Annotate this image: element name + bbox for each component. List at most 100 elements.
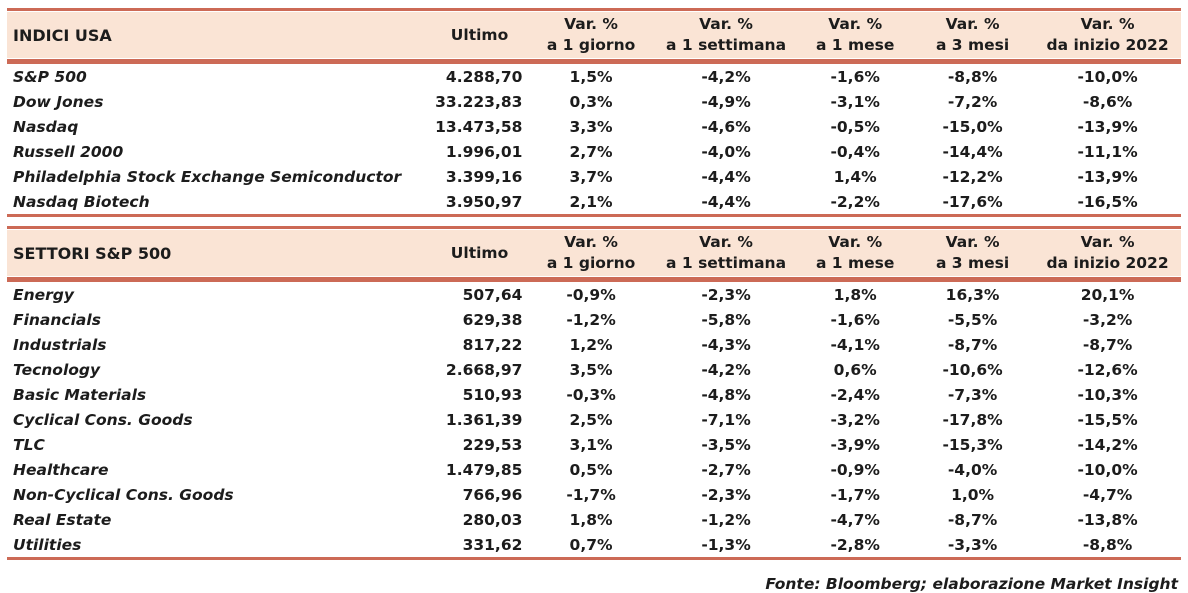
table-top-rule xyxy=(7,8,1181,11)
cell-var-3-mesi: -8,7% xyxy=(947,335,998,354)
row-label: Non-Cyclical Cons. Goods xyxy=(13,485,234,504)
cell-var-da-inizio-2022: 20,1% xyxy=(1080,285,1135,304)
cell-var-1-settimana: -4,6% xyxy=(701,117,751,136)
col-header-var-1-mese: Var. % a 1 mese xyxy=(799,14,911,56)
col-header-var-3-mesi: Var. % a 3 mesi xyxy=(911,232,1034,274)
cell-var-1-settimana: -2,7% xyxy=(701,460,751,479)
cell-var-da-inizio-2022: -12,6% xyxy=(1077,360,1138,379)
cell-var-1-mese: -1,6% xyxy=(830,310,880,329)
col-header-line2: a 1 settimana xyxy=(666,36,787,54)
col-header-line1: Var. % xyxy=(945,15,1000,33)
col-header-line2: a 1 giorno xyxy=(546,36,636,54)
cell-var-da-inizio-2022: -13,8% xyxy=(1077,510,1138,529)
cell-var-1-mese: 0,6% xyxy=(833,360,877,379)
cell-var-3-mesi: -5,5% xyxy=(947,310,998,329)
table-header-row: SETTORI S&P 500 Ultimo Var. % a 1 giorno… xyxy=(7,230,1181,276)
cell-var-3-mesi: -12,2% xyxy=(942,167,1003,186)
table-row: Russell 2000 1.996,01 2,7% -4,0% -0,4% -… xyxy=(7,139,1181,164)
cell-var-3-mesi: 16,3% xyxy=(945,285,1000,304)
cell-var-1-mese: 1,8% xyxy=(833,285,877,304)
table-row: Utilities 331,62 0,7% -1,3% -2,8% -3,3% … xyxy=(7,532,1181,557)
cell-var-1-settimana: -7,1% xyxy=(701,410,751,429)
table-row: Industrials 817,22 1,2% -4,3% -4,1% -8,7… xyxy=(7,332,1181,357)
table-top-rule xyxy=(7,226,1181,229)
cell-ultimo: 2.668,97 xyxy=(445,360,523,379)
col-header-line1: Var. % xyxy=(945,233,1000,251)
cell-var-da-inizio-2022: -13,9% xyxy=(1077,117,1138,136)
row-label: Tecnology xyxy=(13,360,101,379)
cell-var-da-inizio-2022: -13,9% xyxy=(1077,167,1138,186)
cell-ultimo: 629,38 xyxy=(462,310,523,329)
cell-var-3-mesi: -4,0% xyxy=(947,460,998,479)
cell-var-1-mese: 1,4% xyxy=(833,167,877,186)
cell-var-da-inizio-2022: -8,6% xyxy=(1082,92,1133,111)
cell-var-1-settimana: -4,3% xyxy=(701,335,751,354)
row-label: Utilities xyxy=(13,535,82,554)
col-header-var-1-settimana: Var. % a 1 settimana xyxy=(653,14,800,56)
row-label: Cyclical Cons. Goods xyxy=(13,410,193,429)
cell-var-1-settimana: -3,5% xyxy=(701,435,751,454)
cell-ultimo: 817,22 xyxy=(462,335,523,354)
cell-var-1-mese: -3,2% xyxy=(830,410,880,429)
col-header-line2: a 1 giorno xyxy=(546,254,636,272)
cell-var-3-mesi: -8,7% xyxy=(947,510,998,529)
col-header-line2: a 1 mese xyxy=(815,36,895,54)
cell-var-1-giorno: -0,9% xyxy=(566,285,616,304)
cell-var-da-inizio-2022: -10,0% xyxy=(1077,67,1138,86)
cell-var-3-mesi: -14,4% xyxy=(942,142,1003,161)
cell-var-3-mesi: 1,0% xyxy=(951,485,995,504)
table-title: INDICI USA xyxy=(13,25,112,45)
cell-var-1-giorno: 1,8% xyxy=(569,510,613,529)
row-label: Real Estate xyxy=(13,510,112,529)
cell-var-3-mesi: -7,3% xyxy=(947,385,998,404)
cell-var-1-settimana: -4,0% xyxy=(701,142,751,161)
cell-var-3-mesi: -7,2% xyxy=(947,92,998,111)
table-row: TLC 229,53 3,1% -3,5% -3,9% -15,3% -14,2… xyxy=(7,432,1181,457)
col-header-var-3-mesi: Var. % a 3 mesi xyxy=(911,14,1034,56)
row-label: Nasdaq Biotech xyxy=(13,192,150,211)
cell-var-1-mese: -3,9% xyxy=(830,435,880,454)
cell-var-3-mesi: -3,3% xyxy=(947,535,998,554)
cell-var-1-settimana: -4,2% xyxy=(701,67,751,86)
cell-var-3-mesi: -8,8% xyxy=(947,67,998,86)
cell-ultimo: 33.223,83 xyxy=(435,92,523,111)
cell-var-1-settimana: -4,8% xyxy=(701,385,751,404)
cell-var-1-mese: -0,5% xyxy=(830,117,880,136)
cell-ultimo: 331,62 xyxy=(462,535,523,554)
row-label: Financials xyxy=(13,310,101,329)
cell-var-da-inizio-2022: -8,8% xyxy=(1082,535,1133,554)
cell-ultimo: 3.950,97 xyxy=(445,192,523,211)
cell-var-da-inizio-2022: -10,0% xyxy=(1077,460,1138,479)
cell-var-1-mese: -4,7% xyxy=(830,510,880,529)
row-label: Philadelphia Stock Exchange Semiconducto… xyxy=(13,167,402,186)
table-row: Tecnology 2.668,97 3,5% -4,2% 0,6% -10,6… xyxy=(7,357,1181,382)
cell-var-1-giorno: 1,5% xyxy=(569,67,613,86)
col-header-line1: Var. % xyxy=(828,15,883,33)
col-header-line1: Var. % xyxy=(828,233,883,251)
cell-var-da-inizio-2022: -15,5% xyxy=(1077,410,1138,429)
cell-var-da-inizio-2022: -3,2% xyxy=(1082,310,1133,329)
cell-var-1-mese: -2,2% xyxy=(830,192,880,211)
cell-ultimo: 1.361,39 xyxy=(445,410,523,429)
table-row: Cyclical Cons. Goods 1.361,39 2,5% -7,1%… xyxy=(7,407,1181,432)
cell-ultimo: 1.479,85 xyxy=(445,460,523,479)
cell-var-1-settimana: -4,4% xyxy=(701,167,751,186)
cell-var-1-mese: -0,4% xyxy=(830,142,880,161)
row-label: Energy xyxy=(13,285,74,304)
row-label: Nasdaq xyxy=(13,117,79,136)
col-header-line2: a 1 settimana xyxy=(666,254,787,272)
cell-var-1-giorno: 3,3% xyxy=(569,117,613,136)
cell-var-1-mese: -1,6% xyxy=(830,67,880,86)
table-row: Real Estate 280,03 1,8% -1,2% -4,7% -8,7… xyxy=(7,507,1181,532)
row-label: Healthcare xyxy=(13,460,109,479)
table-body: S&P 500 4.288,70 1,5% -4,2% -1,6% -8,8% … xyxy=(7,64,1181,214)
cell-var-da-inizio-2022: -8,7% xyxy=(1082,335,1133,354)
cell-var-3-mesi: -15,3% xyxy=(942,435,1003,454)
cell-ultimo: 507,64 xyxy=(462,285,523,304)
cell-ultimo: 3.399,16 xyxy=(445,167,523,186)
col-header-var-1-mese: Var. % a 1 mese xyxy=(799,232,911,274)
col-header-var-1-giorno: Var. % a 1 giorno xyxy=(529,232,652,274)
table-row: Nasdaq 13.473,58 3,3% -4,6% -0,5% -15,0%… xyxy=(7,114,1181,139)
col-header-ultimo: Ultimo xyxy=(450,25,509,44)
